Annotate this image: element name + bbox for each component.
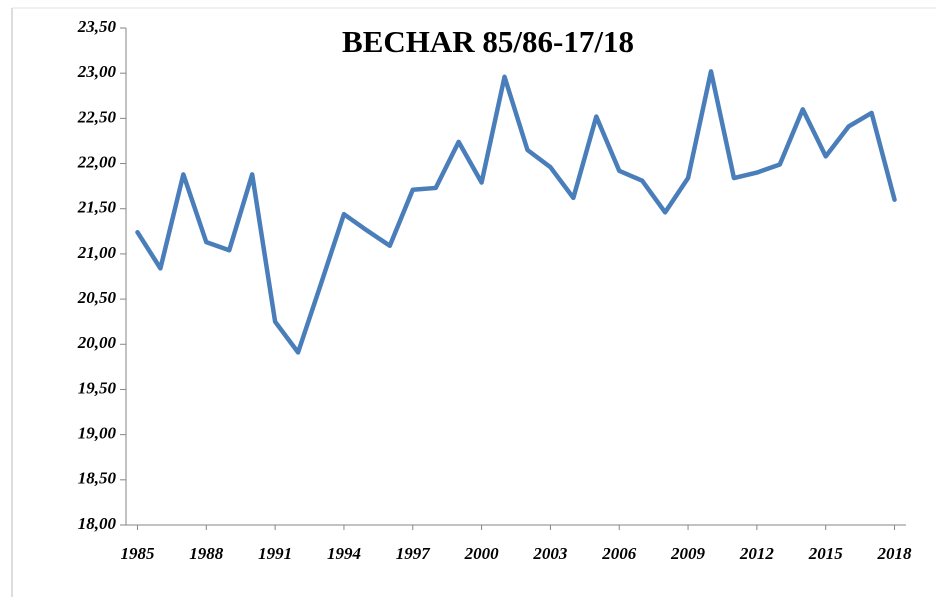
x-tick-label: 2000 [464,544,500,563]
y-tick-label: 21,00 [77,243,117,262]
x-tick-label: 1991 [258,544,292,563]
data-line [135,69,897,355]
x-tick-label: 2012 [739,544,775,563]
y-tick-label: 23,00 [77,62,117,81]
y-tick-label: 20,00 [77,333,117,352]
y-tick-label: 23,50 [77,17,117,36]
y-tick-label: 22,00 [77,152,117,171]
y-tick-label: 19,00 [78,424,117,443]
x-tick-label: 1994 [327,544,361,563]
x-tick-label: 2006 [601,544,637,563]
chart-title: BECHAR 85/86-17/18 [342,24,634,59]
x-tick-label: 1985 [120,544,155,563]
x-tick-label: 2015 [808,544,844,563]
x-tick-label: 2003 [532,544,568,563]
y-tick-label: 22,50 [77,107,117,126]
x-tick-label: 2009 [670,544,706,563]
y-tick-label: 18,50 [78,469,117,488]
y-tick-label: 21,50 [77,198,117,217]
y-tick-label: 19,50 [78,378,117,397]
x-tick-label: 1988 [189,544,224,563]
y-tick-label: 18,00 [78,514,117,533]
x-tick-label: 2018 [877,544,913,563]
x-tick-label: 1997 [396,544,432,563]
y-tick-label: 20,50 [77,288,117,307]
